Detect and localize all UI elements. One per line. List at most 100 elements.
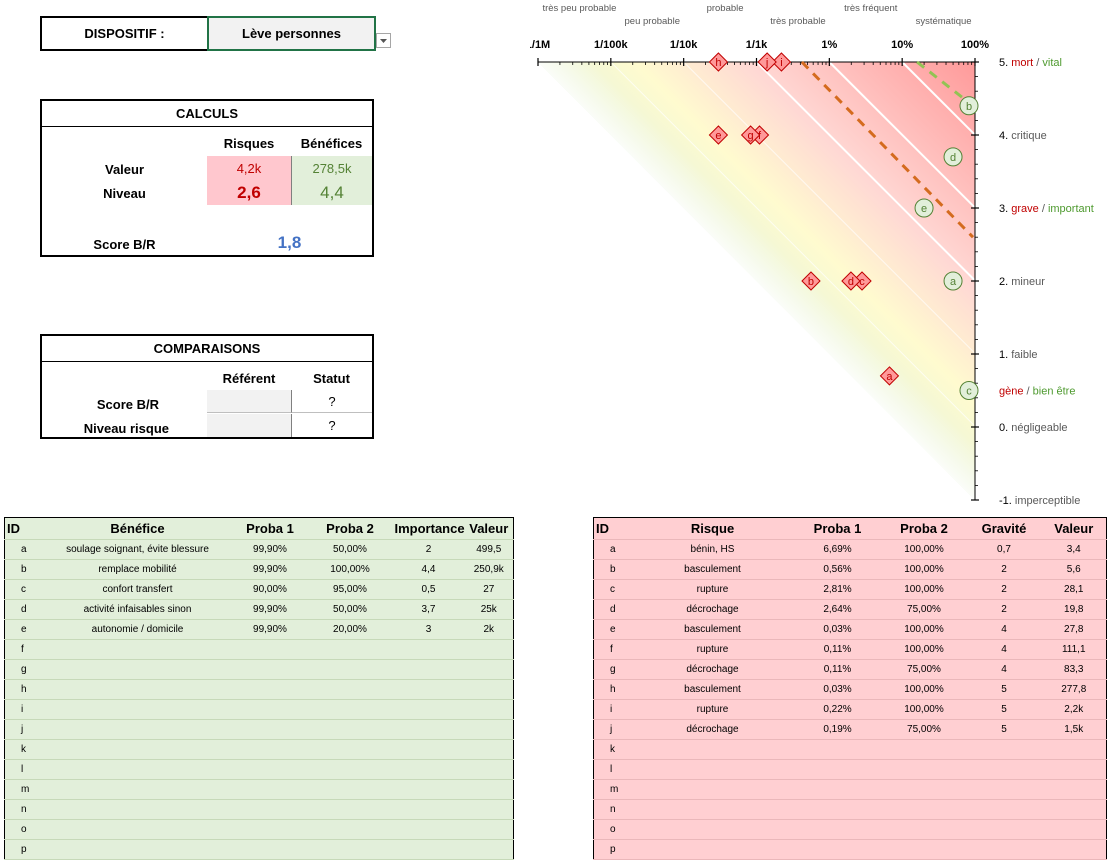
benefit-cell[interactable]: 100,00% (307, 559, 393, 580)
benefit-cell[interactable] (392, 759, 465, 780)
risk-cell[interactable]: 100,00% (881, 699, 967, 720)
benefit-cell[interactable]: d (4, 599, 43, 620)
benefit-cell[interactable]: h (4, 679, 43, 700)
risk-cell[interactable]: 1,5k (1041, 719, 1107, 740)
benefit-cell[interactable]: 90,00% (232, 579, 308, 600)
risk-cell[interactable]: 5 (966, 719, 1042, 740)
benefit-cell[interactable]: n (4, 799, 43, 820)
benefit-cell[interactable] (232, 659, 308, 680)
risk-cell[interactable] (793, 779, 882, 800)
risk-cell[interactable]: 0,7 (966, 539, 1042, 560)
benefit-cell[interactable]: 3 (392, 619, 465, 640)
benefit-cell[interactable]: 3,7 (392, 599, 465, 620)
benefit-cell[interactable]: 27 (464, 579, 514, 600)
risk-cell[interactable]: 75,00% (881, 659, 967, 680)
risk-cell[interactable] (1041, 819, 1107, 840)
benefit-cell[interactable] (307, 779, 393, 800)
benefit-cell[interactable] (307, 839, 393, 860)
benefit-cell[interactable] (464, 719, 514, 740)
benefit-cell[interactable] (42, 679, 233, 700)
benefit-cell[interactable]: 50,00% (307, 599, 393, 620)
benefit-cell[interactable] (42, 819, 233, 840)
risk-cell[interactable] (966, 819, 1042, 840)
benefit-cell[interactable]: remplace mobilité (42, 559, 233, 580)
benefit-cell[interactable] (307, 639, 393, 660)
benefit-cell[interactable] (307, 759, 393, 780)
benefit-cell[interactable] (42, 699, 233, 720)
risk-cell[interactable] (881, 819, 967, 840)
benefit-cell[interactable] (392, 819, 465, 840)
risk-cell[interactable]: 2,81% (793, 579, 882, 600)
risk-cell[interactable]: 100,00% (881, 539, 967, 560)
benefit-cell[interactable]: confort transfert (42, 579, 233, 600)
benefit-cell[interactable] (42, 659, 233, 680)
benefit-cell[interactable]: 99,90% (232, 559, 308, 580)
benefit-cell[interactable] (232, 759, 308, 780)
risk-cell[interactable]: bénin, HS (631, 539, 794, 560)
risk-cell[interactable]: 0,11% (793, 659, 882, 680)
risk-cell[interactable]: 4 (966, 659, 1042, 680)
risk-cell[interactable]: 100,00% (881, 619, 967, 640)
benefit-cell[interactable] (464, 699, 514, 720)
benefit-cell[interactable] (392, 779, 465, 800)
risk-cell[interactable]: décrochage (631, 719, 794, 740)
risk-cell[interactable]: g (593, 659, 632, 680)
benefit-cell[interactable]: autonomie / domicile (42, 619, 233, 640)
risk-cell[interactable] (966, 739, 1042, 760)
comparaisons-ref-score-input[interactable] (207, 390, 291, 413)
risk-cell[interactable]: i (593, 699, 632, 720)
risk-cell[interactable]: 2,2k (1041, 699, 1107, 720)
benefit-cell[interactable]: 99,90% (232, 599, 308, 620)
risk-cell[interactable]: 4 (966, 619, 1042, 640)
risk-cell[interactable]: 100,00% (881, 559, 967, 580)
benefit-cell[interactable]: c (4, 579, 43, 600)
risk-cell[interactable]: b (593, 559, 632, 580)
benefit-cell[interactable]: k (4, 739, 43, 760)
risk-cell[interactable]: p (593, 839, 632, 860)
risk-cell[interactable] (881, 839, 967, 860)
benefit-cell[interactable] (307, 739, 393, 760)
risk-cell[interactable] (1041, 759, 1107, 780)
risk-cell[interactable] (631, 839, 794, 860)
risk-cell[interactable]: 2 (966, 599, 1042, 620)
risk-cell[interactable] (881, 799, 967, 820)
benefit-cell[interactable] (307, 799, 393, 820)
risk-cell[interactable] (881, 739, 967, 760)
benefit-cell[interactable] (42, 739, 233, 760)
risk-cell[interactable]: décrochage (631, 599, 794, 620)
benefit-cell[interactable]: 20,00% (307, 619, 393, 640)
benefit-cell[interactable]: o (4, 819, 43, 840)
risk-cell[interactable]: f (593, 639, 632, 660)
benefit-cell[interactable] (392, 659, 465, 680)
risk-cell[interactable] (793, 799, 882, 820)
risk-cell[interactable]: 100,00% (881, 679, 967, 700)
risk-cell[interactable] (793, 739, 882, 760)
risk-cell[interactable]: basculement (631, 679, 794, 700)
benefit-cell[interactable] (232, 799, 308, 820)
risk-cell[interactable]: 27,8 (1041, 619, 1107, 640)
benefit-cell[interactable]: 50,00% (307, 539, 393, 560)
benefit-cell[interactable] (307, 819, 393, 840)
risk-cell[interactable] (1041, 739, 1107, 760)
risk-cell[interactable] (631, 759, 794, 780)
benefit-cell[interactable] (392, 799, 465, 820)
benefit-cell[interactable]: p (4, 839, 43, 860)
risk-cell[interactable]: 0,19% (793, 719, 882, 740)
benefit-cell[interactable] (232, 719, 308, 740)
benefit-cell[interactable] (464, 759, 514, 780)
benefit-cell[interactable]: 2 (392, 539, 465, 560)
risk-cell[interactable]: 0,11% (793, 639, 882, 660)
risk-cell[interactable]: c (593, 579, 632, 600)
risk-cell[interactable]: e (593, 619, 632, 640)
risk-cell[interactable]: rupture (631, 699, 794, 720)
benefit-cell[interactable]: 95,00% (307, 579, 393, 600)
risk-cell[interactable] (881, 779, 967, 800)
risk-cell[interactable]: 0,56% (793, 559, 882, 580)
benefit-cell[interactable]: 99,90% (232, 539, 308, 560)
benefit-cell[interactable] (232, 839, 308, 860)
risk-cell[interactable]: 0,03% (793, 619, 882, 640)
risk-cell[interactable]: 0,22% (793, 699, 882, 720)
benefit-cell[interactable]: f (4, 639, 43, 660)
dropdown-button[interactable] (376, 33, 391, 48)
benefit-cell[interactable]: a (4, 539, 43, 560)
